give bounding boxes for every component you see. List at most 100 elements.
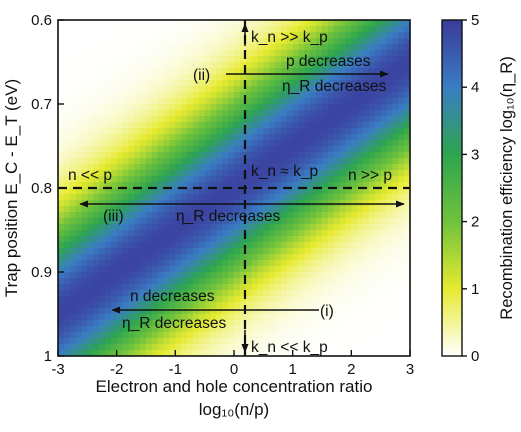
heatmap-cell (398, 92, 405, 99)
heatmap-cell (363, 164, 370, 171)
heatmap-cell (58, 140, 65, 147)
heatmap-cell (257, 20, 264, 27)
heatmap-cell (404, 260, 410, 267)
heatmap-cell (234, 308, 241, 315)
heatmap-cell (245, 122, 253, 129)
heatmap-cell (292, 194, 300, 201)
heatmap-cell (122, 116, 129, 123)
heatmap-cell (351, 128, 358, 135)
heatmap-cell (169, 62, 176, 69)
heatmap-cell (398, 242, 405, 249)
heatmap-cell (93, 128, 100, 135)
heatmap-cell (286, 134, 294, 141)
heatmap-cell (327, 326, 335, 333)
heatmap-cell (298, 104, 305, 111)
heatmap-cell (322, 290, 329, 297)
heatmap-cell (263, 296, 270, 303)
heatmap-cell (322, 50, 329, 57)
heatmap-cell (210, 344, 217, 351)
heatmap-cell (275, 146, 282, 153)
heatmap-cell (116, 152, 124, 159)
heatmap-cell (87, 296, 94, 303)
heatmap-cell (327, 170, 335, 177)
heatmap-cell (216, 116, 223, 123)
heatmap-cell (228, 62, 235, 69)
heatmap-cell (157, 206, 165, 213)
heatmap-cell (327, 332, 335, 339)
heatmap-cell (181, 224, 188, 231)
heatmap-cell (192, 242, 200, 249)
heatmap-cell (304, 140, 311, 147)
heatmap-cell (204, 326, 212, 333)
heatmap-cell (110, 50, 118, 57)
heatmap-cell (239, 128, 247, 135)
heatmap-cell (333, 182, 341, 189)
heatmap-cell (187, 272, 194, 279)
colorbar-title: Recombination efficiency log₁₀(η_R) (498, 56, 516, 319)
heatmap-cell (58, 176, 65, 183)
heatmap-cell (380, 98, 388, 105)
heatmap-cell (204, 86, 212, 93)
heatmap-cell (222, 44, 229, 51)
heatmap-cell (333, 164, 341, 171)
heatmap-cell (104, 248, 112, 255)
heatmap-cell (392, 116, 399, 123)
heatmap-cell (63, 128, 71, 135)
heatmap-cell (386, 218, 393, 225)
heatmap-cell (363, 68, 370, 75)
heatmap-cell (93, 194, 100, 201)
heatmap-cell (263, 20, 270, 27)
heatmap-cell (128, 146, 135, 153)
heatmap-cell (322, 350, 329, 356)
heatmap-cell (392, 74, 399, 81)
y-tick-label: 0.8 (31, 180, 52, 197)
heatmap-cell (198, 104, 206, 111)
heatmap-cell (99, 326, 106, 333)
heatmap-cell (175, 260, 182, 267)
heatmap-cell (210, 272, 217, 279)
heatmap-cell (204, 26, 212, 33)
heatmap-cell (128, 350, 135, 356)
heatmap-cell (245, 86, 253, 93)
heatmap-cell (187, 50, 194, 57)
heatmap-cell (122, 32, 129, 39)
heatmap-cell (204, 92, 212, 99)
heatmap-cell (116, 284, 124, 291)
heatmap-cell (269, 230, 276, 237)
heatmap-cell (257, 86, 264, 93)
heatmap-cell (327, 38, 335, 45)
heatmap-cell (163, 158, 171, 165)
heatmap-cell (257, 152, 264, 159)
heatmap-cell (251, 164, 259, 171)
heatmap-cell (339, 314, 347, 321)
heatmap-cell (192, 218, 200, 225)
heatmap-cell (245, 278, 253, 285)
heatmap-cell (63, 194, 71, 201)
heatmap-cell (386, 128, 393, 135)
heatmap-cell (263, 290, 270, 297)
heatmap-cell (140, 266, 147, 273)
heatmap-cell (228, 284, 235, 291)
heatmap-cell (269, 260, 276, 267)
heatmap-cell (146, 80, 153, 87)
heatmap-cell (63, 158, 71, 165)
heatmap-cell (110, 224, 118, 231)
heatmap-cell (304, 164, 311, 171)
heatmap-cell (210, 326, 217, 333)
heatmap-cell (333, 332, 341, 339)
heatmap-cell (392, 266, 399, 273)
heatmap-cell (368, 140, 376, 147)
heatmap-cell (140, 152, 147, 159)
heatmap-cell (157, 296, 165, 303)
heatmap-cell (275, 116, 282, 123)
heatmap-cell (128, 278, 135, 285)
heatmap-cell (75, 50, 83, 57)
heatmap-cell (386, 92, 393, 99)
heatmap-cell (368, 158, 376, 165)
heatmap-cell (316, 104, 323, 111)
heatmap-cell (146, 158, 153, 165)
heatmap-cell (363, 50, 370, 57)
heatmap-cell (292, 266, 300, 273)
heatmap-cell (368, 86, 376, 93)
heatmap-cell (116, 164, 124, 171)
